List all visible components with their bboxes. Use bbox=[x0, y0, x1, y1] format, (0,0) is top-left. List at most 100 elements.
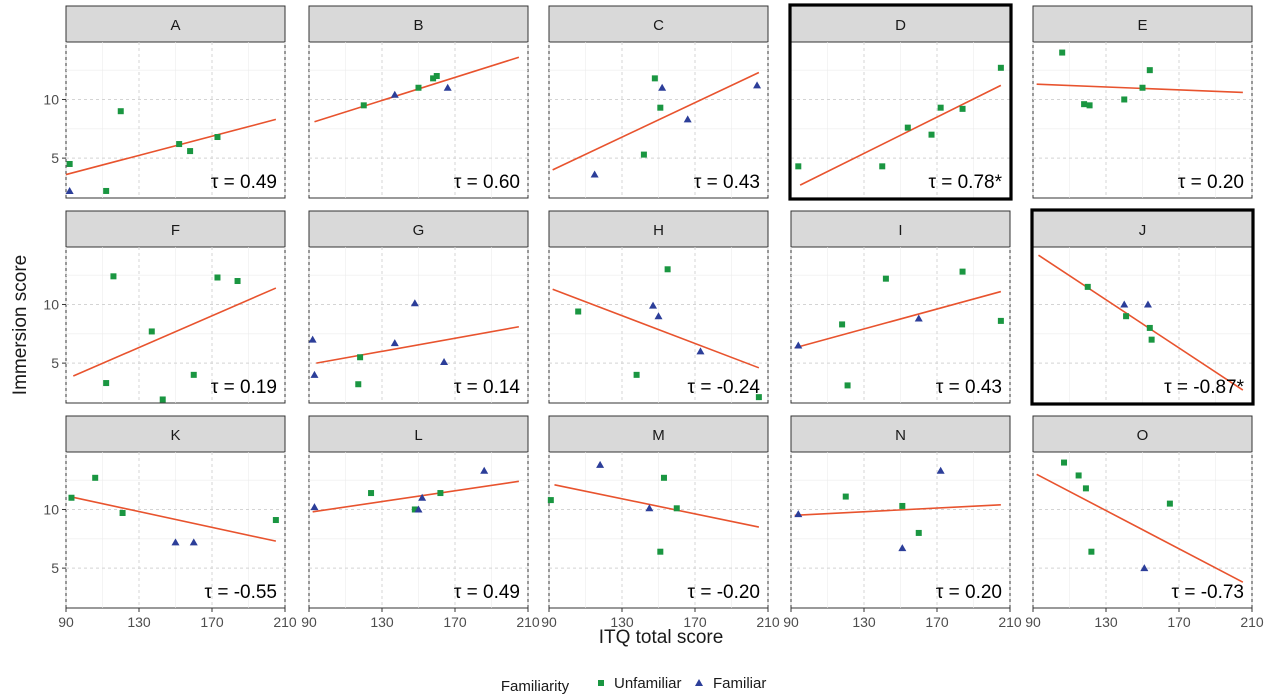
unfamiliar-point bbox=[357, 354, 364, 361]
unfamiliar-point bbox=[755, 394, 762, 401]
panel-e-strip bbox=[1032, 5, 1253, 43]
panel-o-strip bbox=[1032, 415, 1253, 453]
panel-c-tau-label: τ = 0.43 bbox=[694, 172, 760, 193]
panel-l: Lτ = 0.49 90 130 170 210 bbox=[301, 415, 540, 630]
x-tick-label: 90 bbox=[301, 614, 317, 630]
panel-m-fit-line bbox=[554, 484, 760, 528]
unfamiliar-point bbox=[1139, 84, 1146, 91]
familiar-point bbox=[390, 339, 399, 347]
panel-k-strip bbox=[65, 415, 286, 453]
y-tick-label: 10 bbox=[43, 501, 59, 517]
unfamiliar-point bbox=[437, 490, 444, 497]
familiar-point bbox=[645, 504, 654, 512]
unfamiliar-point bbox=[1146, 67, 1153, 74]
panel-o-tau-label: τ = -0.73 bbox=[1172, 582, 1244, 603]
unfamiliar-point bbox=[882, 275, 889, 282]
unfamiliar-point bbox=[1061, 459, 1068, 466]
panel-l-title: L bbox=[414, 427, 422, 444]
panel-f-title: F bbox=[171, 222, 180, 239]
familiar-point bbox=[658, 83, 667, 91]
panel-l-tau-label: τ = 0.49 bbox=[454, 582, 520, 603]
x-tick-label: 170 bbox=[925, 614, 949, 630]
x-tick-label: 90 bbox=[541, 614, 557, 630]
x-tick-label: 210 bbox=[756, 614, 780, 630]
x-tick-label: 90 bbox=[783, 614, 799, 630]
familiar-point bbox=[794, 341, 803, 349]
panel-a-tau-label: τ = 0.49 bbox=[211, 172, 277, 193]
familiar-point bbox=[1143, 300, 1152, 308]
panel-h-fit-line bbox=[552, 288, 760, 369]
unfamiliar-point bbox=[844, 382, 851, 389]
x-tick-label: 130 bbox=[852, 614, 876, 630]
familiar-point bbox=[914, 314, 923, 322]
familiar-point bbox=[683, 115, 692, 123]
panel-d-title: D bbox=[895, 17, 906, 34]
familiar-point bbox=[443, 83, 452, 91]
panel-h-strip bbox=[548, 210, 769, 248]
panel-d: Dτ = 0.78* bbox=[788, 3, 1013, 201]
panel-n-tau-label: τ = 0.20 bbox=[936, 582, 1002, 603]
panel-f: Fτ = 0.19 5 10 bbox=[43, 210, 286, 404]
unfamiliar-point bbox=[997, 64, 1004, 71]
unfamiliar-point bbox=[355, 381, 362, 388]
unfamiliar-point bbox=[1082, 485, 1089, 492]
unfamiliar-point bbox=[214, 274, 221, 281]
unfamiliar-point bbox=[415, 84, 422, 91]
familiar-point bbox=[310, 370, 319, 378]
panel-j-tau-label: τ = -0.87* bbox=[1164, 377, 1244, 398]
familiar-point bbox=[590, 170, 599, 178]
y-tick-label: 5 bbox=[51, 560, 59, 576]
panel-b-tau-label: τ = 0.60 bbox=[454, 172, 520, 193]
x-tick-label: 170 bbox=[683, 614, 707, 630]
unfamiliar-point bbox=[660, 474, 667, 481]
panel-i-title: I bbox=[898, 222, 902, 239]
panel-c-title: C bbox=[653, 17, 664, 34]
unfamiliar-point bbox=[1166, 500, 1173, 507]
panel-e-title: E bbox=[1137, 17, 1147, 34]
unfamiliar-point bbox=[1081, 101, 1088, 108]
unfamiliar-point bbox=[839, 321, 846, 328]
unfamiliar-point bbox=[1084, 283, 1091, 290]
x-axis-title: ITQ total score bbox=[599, 627, 724, 648]
panel-k-title: K bbox=[170, 427, 180, 444]
unfamiliar-point bbox=[187, 148, 194, 155]
unfamiliar-point bbox=[842, 493, 849, 500]
unfamiliar-point bbox=[928, 131, 935, 138]
x-tick-label: 90 bbox=[1025, 614, 1041, 630]
familiar-point bbox=[410, 299, 419, 307]
y-tick-label: 5 bbox=[51, 355, 59, 371]
panel-j-title: J bbox=[1139, 222, 1147, 239]
unfamiliar-point bbox=[176, 141, 183, 148]
y-tick-label: 5 bbox=[51, 150, 59, 166]
panel-n: Nτ = 0.20 90 130 170 210 bbox=[783, 415, 1022, 630]
x-tick-label: 130 bbox=[370, 614, 394, 630]
unfamiliar-point bbox=[1088, 548, 1095, 555]
unfamiliar-point bbox=[651, 75, 658, 82]
unfamiliar-point bbox=[1086, 102, 1093, 109]
panel-j-fit-line bbox=[1038, 254, 1244, 391]
panel-o-fit-line bbox=[1036, 473, 1244, 583]
unfamiliar-point bbox=[879, 163, 886, 170]
unfamiliar-point bbox=[234, 278, 241, 285]
unfamiliar-point bbox=[103, 380, 110, 387]
panel-m-title: M bbox=[652, 427, 665, 444]
y-tick-label: 10 bbox=[43, 91, 59, 107]
familiar-point bbox=[65, 186, 74, 194]
unfamiliar-point bbox=[959, 268, 966, 275]
unfamiliar-point bbox=[575, 308, 582, 315]
unfamiliar-point bbox=[640, 151, 647, 158]
panel-e-tau-label: τ = 0.20 bbox=[1178, 172, 1244, 193]
unfamiliar-point bbox=[657, 104, 664, 111]
familiar-point bbox=[794, 510, 803, 518]
unfamiliar-point bbox=[959, 105, 966, 112]
panel-n-title: N bbox=[895, 427, 906, 444]
panel-j-strip bbox=[1032, 210, 1253, 248]
unfamiliar-point bbox=[433, 73, 440, 80]
panel-a-strip bbox=[65, 5, 286, 43]
panel-i-strip bbox=[790, 210, 1011, 248]
familiar-point bbox=[649, 301, 658, 309]
unfamiliar-point bbox=[214, 134, 221, 141]
panel-m-tau-label: τ = -0.20 bbox=[688, 582, 760, 603]
x-tick-label: 210 bbox=[1240, 614, 1264, 630]
familiar-point bbox=[898, 544, 907, 552]
